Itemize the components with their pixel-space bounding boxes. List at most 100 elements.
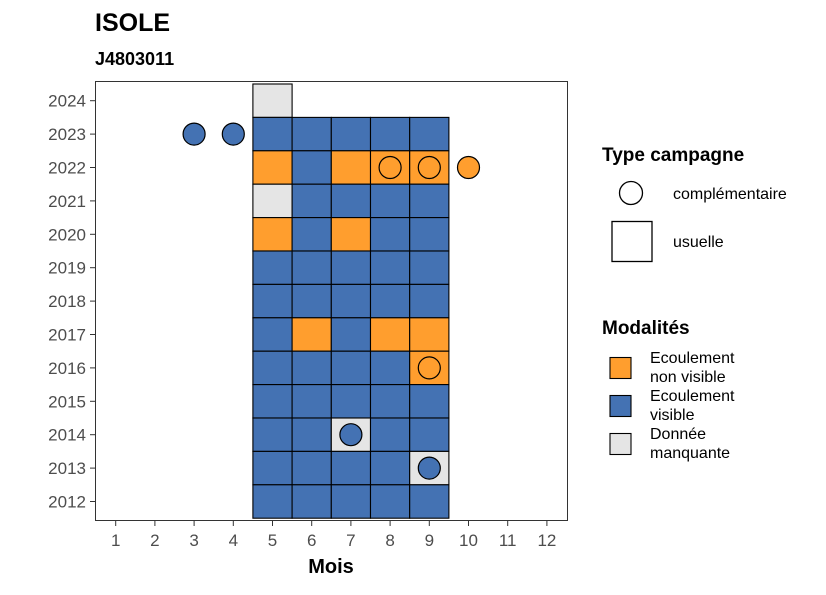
legend-label-EV-0: Ecoulement: [650, 388, 735, 405]
cell-2017-8: [369, 317, 411, 352]
y-tick-label-2012: 2012: [48, 493, 86, 512]
x-tick-label-5: 5: [268, 531, 277, 550]
cell-2015-6: [291, 384, 332, 419]
legend-type-title: Type campagne: [602, 145, 744, 166]
legend-type-label-complementaire: complémentaire: [673, 186, 787, 203]
x-tick-label-2: 2: [150, 531, 159, 550]
cell-2023-9: [409, 116, 450, 152]
cell-2021-8: [369, 183, 411, 219]
cell-2016-5: [252, 350, 293, 386]
cell-2019-7: [330, 250, 372, 285]
cell-2015-5: [252, 384, 293, 419]
y-tick-label-2018: 2018: [48, 292, 86, 311]
y-tick-label-2017: 2017: [48, 326, 86, 345]
cell-2013-6: [291, 450, 332, 486]
legend-modalites-title: Modalités: [602, 318, 690, 339]
cell-2012-6: [291, 484, 332, 519]
cell-2019-9: [409, 250, 450, 285]
heatmap-cells: [252, 83, 450, 519]
cell-2023-6: [291, 116, 332, 152]
point-2022-10: [456, 155, 481, 180]
legend-label-EV-1: visible: [650, 407, 695, 424]
cell-2020-8: [369, 217, 411, 252]
x-tick-label-7: 7: [346, 531, 355, 550]
x-axis: 1 2 3 4 5 6 7 8 9 10 11 12: [111, 521, 556, 550]
x-tick-label-8: 8: [385, 531, 394, 550]
legend-type-label-usuelle: usuelle: [673, 234, 724, 251]
x-tick-label-9: 9: [425, 531, 434, 550]
y-tick-label-2016: 2016: [48, 359, 86, 378]
legend-type-square-key: [611, 220, 653, 263]
cell-2017-7: [330, 317, 372, 352]
x-tick-label-6: 6: [307, 531, 316, 550]
cell-2018-6: [291, 283, 332, 319]
legend-type-circle-key: [618, 180, 644, 206]
legend: Type campagne complémentaire usuelle Mod…: [602, 145, 787, 462]
cell-2024-5: [252, 83, 293, 118]
cell-2016-8: [369, 350, 411, 386]
cell-2021-7: [330, 183, 372, 219]
cell-2020-7: [330, 217, 372, 252]
point-2014-7: [339, 423, 363, 447]
y-tick-label-2024: 2024: [48, 92, 86, 111]
cell-2012-5: [252, 484, 293, 519]
cell-2023-7: [330, 116, 372, 152]
cell-2022-5: [252, 150, 293, 185]
y-tick-label-2020: 2020: [48, 225, 86, 244]
y-tick-label-2023: 2023: [48, 125, 86, 144]
x-tick-label-11: 11: [499, 531, 517, 550]
cell-2012-9: [409, 484, 450, 519]
cell-2015-7: [330, 384, 372, 419]
x-tick-label-4: 4: [229, 531, 238, 550]
cell-2015-9: [409, 384, 450, 419]
x-tick-label-1: 1: [111, 531, 120, 550]
x-tick-label-12: 12: [537, 531, 556, 550]
legend-label-NA-0: Donnée: [650, 426, 706, 443]
cell-2021-9: [409, 183, 450, 219]
cell-2019-5: [252, 250, 293, 285]
cell-2020-5: [252, 217, 293, 252]
cell-2022-6: [291, 150, 332, 185]
cell-2020-9: [409, 217, 450, 252]
chart-title: ISOLE: [95, 9, 170, 37]
cell-2014-8: [369, 417, 411, 452]
legend-label-NA-1: manquante: [650, 445, 730, 462]
point-2013-9: [417, 456, 441, 480]
cell-2019-8: [369, 250, 411, 285]
legend-label-ENV-0: Ecoulement: [650, 350, 735, 367]
legend-key-ENV: [609, 356, 632, 380]
y-tick-label-2015: 2015: [48, 392, 86, 411]
y-tick-label-2021: 2021: [48, 192, 86, 211]
cell-2023-8: [369, 116, 411, 152]
point-2016-9: [417, 356, 441, 380]
cell-2016-7: [330, 350, 372, 386]
x-axis-title: Mois: [308, 556, 354, 578]
point-2023-3: [182, 122, 206, 146]
chart-subtitle: J4803011: [95, 49, 174, 69]
legend-modalites-items: Ecoulement non visible Ecoulement visible Do…: [609, 350, 735, 462]
cell-2020-6: [291, 217, 332, 252]
cell-2016-6: [291, 350, 332, 386]
cell-2018-5: [252, 283, 293, 319]
cell-2013-7: [330, 450, 372, 486]
y-tick-label-2019: 2019: [48, 259, 86, 278]
point-2023-4: [221, 122, 245, 146]
x-tick-label-10: 10: [459, 531, 478, 550]
cell-2018-8: [369, 283, 411, 319]
cell-2022-7: [330, 150, 372, 185]
cell-2013-8: [369, 450, 411, 486]
cell-2017-9: [409, 317, 450, 352]
cell-2012-8: [369, 484, 411, 519]
cell-2015-8: [369, 384, 411, 419]
cell-2021-5: [252, 183, 293, 219]
cell-2021-6: [291, 183, 332, 219]
plot-panel-border: [95, 81, 568, 521]
campaign-points: [182, 122, 481, 480]
cell-2018-7: [330, 283, 372, 319]
y-axis: 2012 2013 2014 2015 2016 2017 2018 2019 2020 2021…: [48, 92, 95, 512]
cell-2014-9: [409, 417, 450, 452]
legend-key-EV: [609, 394, 632, 418]
y-tick-label-2022: 2022: [48, 159, 86, 178]
